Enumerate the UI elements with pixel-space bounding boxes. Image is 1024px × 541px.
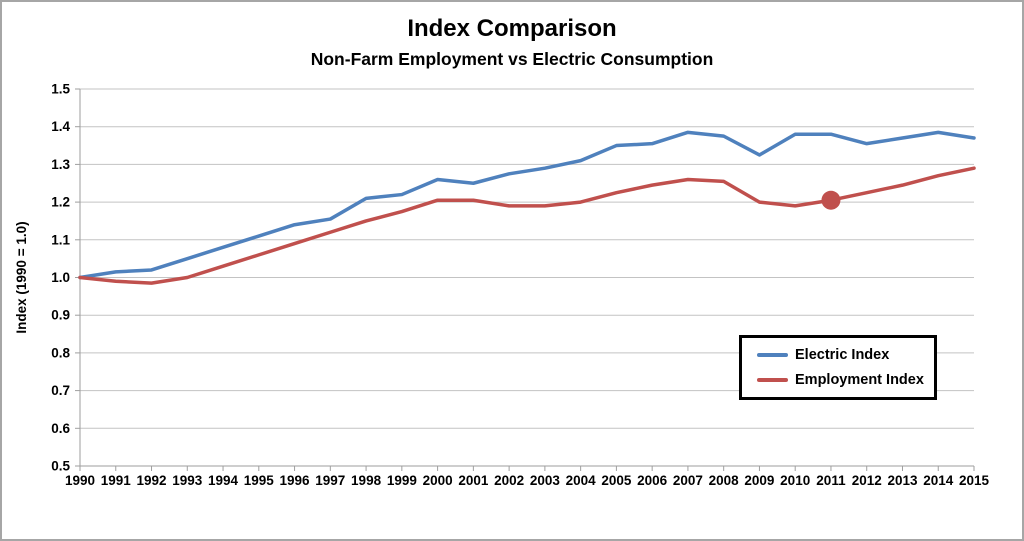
x-tick-label: 2013 xyxy=(887,473,918,488)
employment-index-marker-2011 xyxy=(821,190,841,210)
x-tick-label: 2001 xyxy=(458,473,489,488)
legend-item-electric-index: Electric Index xyxy=(757,347,934,363)
x-tick-label: 1994 xyxy=(208,473,239,488)
y-axis-title: Index (1990 = 1.0) xyxy=(14,221,29,333)
x-tick-label: 1996 xyxy=(280,473,311,488)
y-tick-label: 1.5 xyxy=(51,82,70,97)
legend: Electric Index Employment Index xyxy=(739,335,937,400)
electric-index-line xyxy=(78,130,976,280)
x-tick-label: 2004 xyxy=(566,473,597,488)
x-tick-label: 1995 xyxy=(244,473,275,488)
chart-subtitle: Non-Farm Employment vs Electric Consumpt… xyxy=(310,49,714,69)
y-tick-label: 0.5 xyxy=(51,459,70,474)
x-tick-label: 2006 xyxy=(637,473,668,488)
x-tick-label: 2002 xyxy=(494,473,524,488)
x-tick-label: 1998 xyxy=(351,473,382,488)
x-tick-label: 2014 xyxy=(923,473,954,488)
y-tick-label: 1.1 xyxy=(51,232,70,247)
x-tick-label: 1999 xyxy=(387,473,417,488)
y-tick-label: 1.0 xyxy=(51,270,70,285)
y-tick-label: 0.8 xyxy=(51,345,70,360)
x-tick-label: 2010 xyxy=(780,473,810,488)
x-tick-label: 2008 xyxy=(709,473,740,488)
y-tick-label: 0.6 xyxy=(51,421,70,436)
x-tick-label: 1992 xyxy=(136,473,166,488)
electric-index-line-swatch xyxy=(757,353,788,357)
x-tick-label: 2000 xyxy=(423,473,453,488)
x-tick-label: 1991 xyxy=(101,473,132,488)
x-tick-label: 2003 xyxy=(530,473,561,488)
x-tick-label: 2011 xyxy=(816,473,846,488)
chart-title: Index Comparison xyxy=(407,15,617,42)
y-tick-label: 0.9 xyxy=(51,308,70,323)
y-tick-label: 0.7 xyxy=(51,383,70,398)
x-tick-label: 2007 xyxy=(673,473,703,488)
employment-index-line xyxy=(78,166,976,285)
x-tick-label: 2009 xyxy=(744,473,774,488)
x-tick-label: 1997 xyxy=(315,473,345,488)
legend-label-employment-index: Employment Index xyxy=(795,372,924,388)
y-tick-label: 1.4 xyxy=(51,119,70,134)
employment-index-line-swatch xyxy=(757,378,788,382)
x-tick-label: 1990 xyxy=(65,473,95,488)
legend-label-electric-index: Electric Index xyxy=(795,347,890,363)
x-tick-label: 2012 xyxy=(852,473,882,488)
x-tick-label: 2015 xyxy=(959,473,990,488)
y-tick-label: 1.3 xyxy=(51,157,70,172)
x-tick-label: 2005 xyxy=(601,473,632,488)
x-tick-label: 1993 xyxy=(172,473,203,488)
y-tick-label: 1.2 xyxy=(51,195,70,210)
legend-item-employment-index: Employment Index xyxy=(757,372,934,388)
